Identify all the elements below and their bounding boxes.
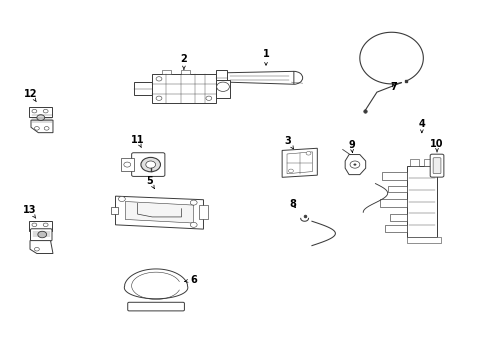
Polygon shape <box>216 70 227 86</box>
Circle shape <box>353 163 356 166</box>
FancyBboxPatch shape <box>385 225 407 232</box>
Polygon shape <box>28 221 51 231</box>
Text: 6: 6 <box>185 275 197 285</box>
Circle shape <box>34 247 39 251</box>
Circle shape <box>43 223 48 226</box>
Polygon shape <box>116 196 203 229</box>
FancyBboxPatch shape <box>407 166 437 237</box>
FancyBboxPatch shape <box>433 158 441 174</box>
Polygon shape <box>28 107 51 117</box>
Polygon shape <box>225 71 294 84</box>
Circle shape <box>190 200 197 205</box>
FancyBboxPatch shape <box>134 82 152 95</box>
Circle shape <box>141 157 160 172</box>
FancyBboxPatch shape <box>128 302 184 311</box>
FancyBboxPatch shape <box>122 158 134 171</box>
Circle shape <box>119 197 125 202</box>
FancyBboxPatch shape <box>390 215 407 221</box>
FancyBboxPatch shape <box>430 154 444 177</box>
Circle shape <box>146 161 156 168</box>
FancyBboxPatch shape <box>111 207 118 214</box>
Circle shape <box>289 169 294 173</box>
Circle shape <box>306 152 311 155</box>
Text: 4: 4 <box>418 120 425 132</box>
FancyBboxPatch shape <box>382 172 407 180</box>
FancyBboxPatch shape <box>216 80 230 98</box>
Circle shape <box>156 77 162 81</box>
Circle shape <box>124 162 131 167</box>
Circle shape <box>190 222 197 227</box>
Text: 5: 5 <box>147 176 154 189</box>
Circle shape <box>44 127 49 130</box>
Circle shape <box>206 96 212 100</box>
Circle shape <box>32 223 37 226</box>
Text: 1: 1 <box>263 49 270 65</box>
Text: 8: 8 <box>290 199 296 210</box>
Text: 2: 2 <box>180 54 187 69</box>
Text: 12: 12 <box>24 89 38 102</box>
Polygon shape <box>30 240 53 253</box>
FancyBboxPatch shape <box>162 69 171 74</box>
Polygon shape <box>124 269 188 299</box>
Polygon shape <box>282 148 318 177</box>
FancyBboxPatch shape <box>198 205 208 220</box>
Text: 9: 9 <box>348 140 355 153</box>
FancyBboxPatch shape <box>388 186 407 192</box>
Circle shape <box>37 115 45 121</box>
Text: 7: 7 <box>391 82 397 93</box>
Circle shape <box>350 161 360 168</box>
Circle shape <box>43 109 48 113</box>
Circle shape <box>217 82 229 91</box>
FancyBboxPatch shape <box>380 199 407 207</box>
Text: 10: 10 <box>430 139 444 152</box>
Polygon shape <box>31 120 53 133</box>
Text: 11: 11 <box>131 135 144 148</box>
Circle shape <box>32 109 37 113</box>
FancyBboxPatch shape <box>30 229 52 241</box>
Polygon shape <box>345 154 366 175</box>
Circle shape <box>38 231 47 238</box>
Text: 13: 13 <box>23 206 37 218</box>
Text: 3: 3 <box>285 136 294 149</box>
Polygon shape <box>125 202 194 223</box>
Polygon shape <box>287 152 313 174</box>
FancyBboxPatch shape <box>181 69 190 74</box>
Circle shape <box>156 96 162 100</box>
FancyBboxPatch shape <box>152 74 216 103</box>
FancyBboxPatch shape <box>132 153 165 176</box>
FancyBboxPatch shape <box>407 237 441 243</box>
Circle shape <box>34 127 39 130</box>
FancyBboxPatch shape <box>410 159 419 166</box>
FancyBboxPatch shape <box>424 159 434 166</box>
